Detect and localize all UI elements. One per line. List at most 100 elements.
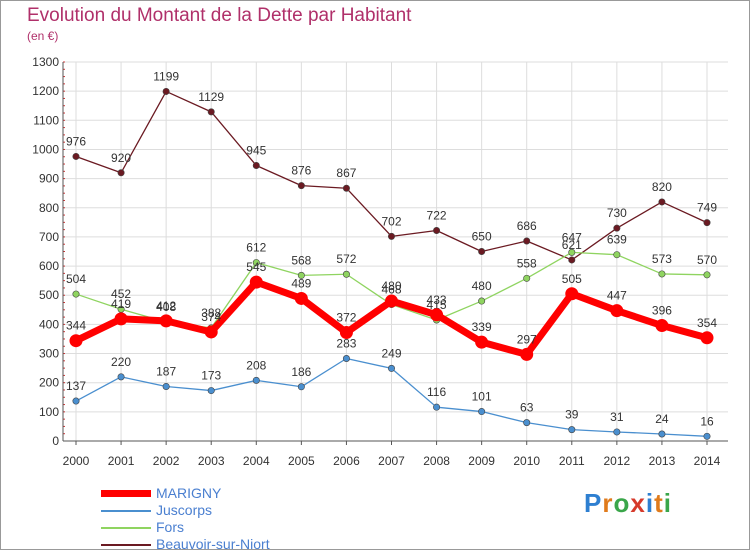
data-label-juscorps: 187 xyxy=(156,364,176,378)
y-tick-label: 1200 xyxy=(32,84,59,98)
data-label-beauvoir-sur-niort: 976 xyxy=(66,134,86,148)
point-fors xyxy=(613,251,621,259)
data-label-marigny: 344 xyxy=(66,319,86,333)
point-beauvoir-sur-niort xyxy=(342,184,350,192)
data-label-beauvoir-sur-niort: 650 xyxy=(472,230,492,244)
logo-letter: x xyxy=(630,488,646,518)
point-beauvoir-sur-niort xyxy=(703,219,711,227)
point-marigny xyxy=(430,308,444,322)
chart-title: Evolution du Montant de la Dette par Hab… xyxy=(27,5,412,26)
plot-area xyxy=(63,62,728,441)
point-fors xyxy=(568,248,576,256)
legend-label-fors: Fors xyxy=(156,519,184,535)
data-label-marigny: 433 xyxy=(427,293,447,307)
x-tick-label: 2011 xyxy=(559,454,585,468)
data-label-beauvoir-sur-niort: 820 xyxy=(652,180,672,194)
x-tick-label: 2001 xyxy=(108,454,135,468)
point-beauvoir-sur-niort xyxy=(387,232,395,240)
proxiti-logo[interactable]: Proxiti xyxy=(584,488,672,519)
x-tick-label: 2002 xyxy=(153,454,180,468)
data-label-marigny: 545 xyxy=(246,260,266,274)
data-label-beauvoir-sur-niort: 702 xyxy=(381,214,401,228)
data-label-beauvoir-sur-niort: 722 xyxy=(427,209,447,223)
point-juscorps xyxy=(252,376,260,384)
y-tick-label: 500 xyxy=(39,288,59,302)
data-label-marigny: 505 xyxy=(562,272,582,286)
data-label-fors: 480 xyxy=(472,279,492,293)
y-tick-label: 100 xyxy=(39,405,59,419)
data-label-juscorps: 186 xyxy=(291,365,311,379)
data-label-juscorps: 16 xyxy=(700,414,714,428)
point-marigny xyxy=(249,275,263,289)
data-label-beauvoir-sur-niort: 945 xyxy=(246,143,266,157)
point-beauvoir-sur-niort xyxy=(72,152,80,160)
data-label-fors: 612 xyxy=(246,241,266,255)
data-label-beauvoir-sur-niort: 730 xyxy=(607,206,627,220)
data-label-fors: 572 xyxy=(336,252,356,266)
x-tick-label: 2000 xyxy=(63,454,90,468)
data-label-juscorps: 173 xyxy=(201,369,221,383)
data-label-juscorps: 101 xyxy=(472,390,492,404)
x-tick-label: 2012 xyxy=(604,454,631,468)
point-marigny xyxy=(294,291,308,305)
point-fors xyxy=(478,297,486,305)
logo-letter: t xyxy=(654,488,664,518)
point-beauvoir-sur-niort xyxy=(658,198,666,206)
data-label-beauvoir-sur-niort: 867 xyxy=(336,166,356,180)
point-beauvoir-sur-niort xyxy=(478,248,486,256)
point-juscorps xyxy=(342,354,350,362)
data-label-marigny: 489 xyxy=(291,276,311,290)
y-tick-label: 800 xyxy=(39,201,59,215)
y-tick-label: 200 xyxy=(39,376,59,390)
y-tick-label: 600 xyxy=(39,259,59,273)
point-marigny xyxy=(339,326,353,340)
legend-swatch-fors xyxy=(101,527,151,529)
data-label-fors: 415 xyxy=(427,298,447,312)
point-juscorps xyxy=(72,397,80,405)
data-label-fors: 647 xyxy=(562,230,582,244)
point-fors xyxy=(523,274,531,282)
point-beauvoir-sur-niort xyxy=(162,87,170,95)
data-label-fors: 452 xyxy=(111,287,131,301)
data-label-fors: 568 xyxy=(291,253,311,267)
point-beauvoir-sur-niort xyxy=(207,108,215,116)
x-tick-label: 2013 xyxy=(649,454,676,468)
data-label-juscorps: 31 xyxy=(610,410,624,424)
logo-letter: r xyxy=(602,488,614,518)
point-juscorps xyxy=(433,403,441,411)
data-label-marigny: 419 xyxy=(111,297,131,311)
point-marigny xyxy=(700,331,714,345)
point-marigny xyxy=(655,319,669,333)
legend-swatch-marigny xyxy=(101,490,151,497)
logo-letter: i xyxy=(645,488,655,518)
point-beauvoir-sur-niort xyxy=(568,256,576,264)
point-beauvoir-sur-niort xyxy=(297,182,305,190)
point-juscorps xyxy=(568,426,576,434)
x-tick-label: 2004 xyxy=(243,454,270,468)
data-label-juscorps: 116 xyxy=(427,385,446,399)
data-label-marigny: 447 xyxy=(607,289,627,303)
point-beauvoir-sur-niort xyxy=(523,237,531,245)
data-label-juscorps: 24 xyxy=(655,412,669,426)
point-juscorps xyxy=(297,383,305,391)
data-label-fors: 573 xyxy=(652,252,672,266)
y-tick-label: 900 xyxy=(39,172,59,186)
point-beauvoir-sur-niort xyxy=(433,227,441,235)
data-label-juscorps: 220 xyxy=(111,355,131,369)
data-label-beauvoir-sur-niort: 876 xyxy=(291,164,311,178)
data-label-marigny: 354 xyxy=(697,316,717,330)
data-label-beauvoir-sur-niort: 1199 xyxy=(153,69,179,83)
point-marigny xyxy=(114,312,128,326)
point-marigny xyxy=(565,287,579,301)
data-label-fors: 639 xyxy=(607,233,627,247)
data-label-beauvoir-sur-niort: 920 xyxy=(111,151,131,165)
data-label-beauvoir-sur-niort: 749 xyxy=(697,201,717,215)
data-label-fors: 504 xyxy=(66,272,86,286)
y-tick-label: 1000 xyxy=(32,142,59,156)
legend-label-beauvoir: Beauvoir-sur-Niort xyxy=(156,536,270,550)
data-label-juscorps: 249 xyxy=(381,346,401,360)
data-label-fors: 468 xyxy=(381,283,401,297)
point-juscorps xyxy=(207,387,215,395)
